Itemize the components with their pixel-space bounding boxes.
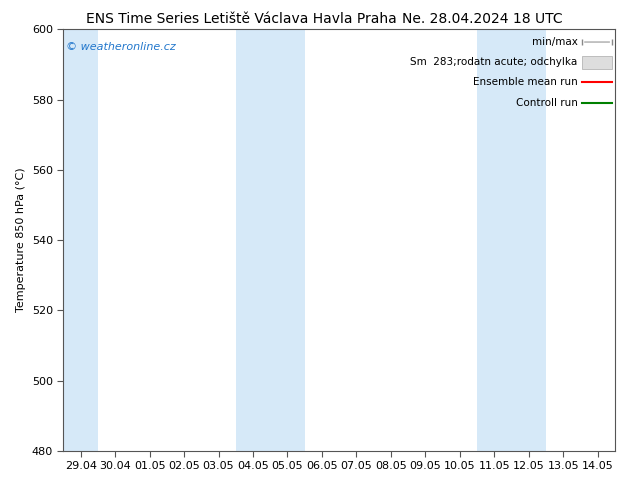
- Bar: [477, 29, 546, 451]
- Bar: [236, 29, 305, 451]
- Text: ENS Time Series Letiště Václava Havla Praha: ENS Time Series Letiště Václava Havla Pr…: [86, 12, 396, 26]
- Bar: [63, 29, 98, 451]
- Bar: [582, 55, 612, 69]
- Text: Sm  283;rodatn acute; odchylka: Sm 283;rodatn acute; odchylka: [410, 57, 578, 67]
- Text: Controll run: Controll run: [515, 98, 578, 108]
- Y-axis label: Temperature 850 hPa (°C): Temperature 850 hPa (°C): [16, 168, 26, 313]
- Text: min/max: min/max: [531, 37, 578, 47]
- Text: Ensemble mean run: Ensemble mean run: [473, 77, 578, 88]
- Text: Ne. 28.04.2024 18 UTC: Ne. 28.04.2024 18 UTC: [401, 12, 562, 26]
- Text: © weatheronline.cz: © weatheronline.cz: [66, 42, 176, 52]
